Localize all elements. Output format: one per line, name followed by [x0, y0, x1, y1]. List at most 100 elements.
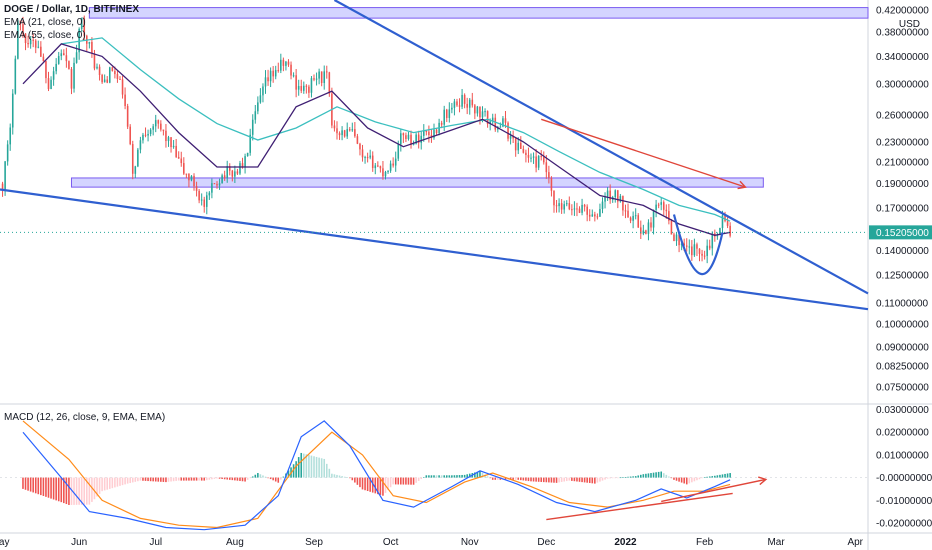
ema21-legend[interactable]: EMA (21, close, 0): [4, 17, 86, 28]
candle-body: [231, 170, 234, 177]
macd-histogram-bar: [190, 477, 193, 481]
candle-body: [27, 42, 29, 45]
macd-histogram-bar: [466, 474, 468, 478]
macd-histogram-bar: [673, 477, 675, 480]
candle-body: [320, 71, 323, 83]
resistance-zone-top: [88, 7, 869, 19]
candle-body: [522, 148, 525, 153]
candle-body: [494, 117, 497, 130]
candle-body: [387, 170, 389, 172]
candle-body: [451, 107, 453, 110]
macd-histogram-bar: [668, 476, 670, 478]
macd-histogram-bar: [504, 477, 507, 480]
macd-histogram-bar: [576, 477, 578, 482]
candle-body: [60, 53, 63, 57]
macd-histogram-bar: [60, 477, 63, 503]
candle-body: [108, 67, 111, 83]
candle-body: [287, 61, 290, 65]
candle-body: [269, 70, 272, 82]
candle-body: [407, 134, 410, 139]
macd-histogram-bar: [308, 454, 310, 478]
price-down-arrow-head: [737, 180, 747, 190]
macd-histogram-bar: [369, 477, 371, 492]
macd-histogram-bar: [142, 477, 144, 481]
candle-body: [609, 190, 611, 200]
candle-body: [583, 204, 586, 207]
macd-tick-label: -0.02000000: [876, 518, 932, 529]
candle-body: [343, 130, 346, 137]
macd-histogram-bar: [231, 477, 234, 481]
candle-body: [1, 183, 4, 191]
candle-body: [50, 79, 52, 89]
symbol-title[interactable]: DOGE / Dollar, 1D, BITFINEX: [4, 4, 140, 15]
macd-histogram-bar: [494, 477, 497, 480]
macd-legend[interactable]: MACD (12, 26, close, 9, EMA, EMA): [4, 412, 166, 423]
macd-tick-label: 0.02000000: [876, 428, 929, 439]
candle-body: [535, 156, 537, 168]
candle-body: [88, 41, 91, 44]
candle-body: [504, 118, 507, 123]
macd-histogram-bar: [650, 473, 652, 478]
candle-body: [400, 133, 402, 145]
macd-histogram-bar: [410, 477, 412, 485]
lower-trendline: [0, 188, 869, 311]
candle-body: [157, 120, 160, 124]
candle-body: [303, 85, 305, 91]
macd-histogram-bar: [420, 477, 423, 480]
macd-trendline: [546, 492, 733, 521]
macd-histogram-bar: [198, 477, 200, 481]
macd-histogram-bar: [211, 477, 213, 480]
candle-body: [560, 203, 563, 210]
candle-body: [614, 190, 617, 198]
candle-body: [152, 126, 154, 130]
ema55-legend[interactable]: EMA (55, close, 0): [4, 30, 86, 41]
candle-body: [532, 156, 535, 158]
candle-body: [172, 145, 175, 148]
candle-body: [75, 52, 78, 63]
candle-body: [325, 71, 328, 73]
macd-histogram-bar: [438, 475, 440, 478]
candle-body: [65, 55, 68, 62]
macd-histogram-bar: [101, 477, 103, 492]
candle-body: [359, 143, 361, 150]
macd-histogram-bar: [216, 477, 218, 479]
macd-histogram-bar: [435, 475, 438, 478]
time-tick-label: Jul: [149, 537, 162, 548]
macd-histogram-bar: [272, 477, 274, 481]
support-zone: [70, 177, 764, 188]
macd-histogram-bar: [336, 474, 338, 478]
candle-body: [170, 137, 172, 148]
macd-histogram-bar: [249, 477, 251, 479]
macd-histogram-bar: [126, 477, 129, 484]
ema55-line: [61, 37, 731, 222]
macd-histogram-bar: [134, 477, 137, 482]
candle-body: [632, 215, 634, 221]
macd-histogram-bar: [642, 474, 645, 478]
candle-body: [586, 206, 588, 215]
macd-histogram-bar: [200, 477, 203, 481]
candle-body: [9, 127, 12, 145]
candle-body: [208, 192, 211, 196]
candle-body: [486, 111, 489, 125]
macd-histogram-bar: [535, 477, 537, 482]
macd-histogram-bar: [563, 477, 565, 482]
candle-body: [328, 72, 331, 94]
candle-body: [216, 183, 218, 186]
macd-histogram-bar: [205, 477, 208, 481]
macd-histogram-bar: [678, 477, 680, 482]
macd-histogram-bar: [622, 477, 624, 478]
candle-body: [724, 215, 726, 222]
candle-body: [599, 209, 601, 217]
candle-body: [234, 171, 236, 177]
macd-histogram-bar: [489, 477, 491, 479]
macd-histogram-bar: [88, 477, 91, 505]
candle-body: [106, 79, 109, 83]
macd-histogram-bar: [509, 477, 512, 480]
macd-histogram-bar: [193, 477, 195, 481]
macd-histogram-bar: [601, 477, 604, 481]
macd-histogram-bar: [183, 477, 185, 481]
candle-body: [565, 203, 568, 205]
macd-histogram-bar: [522, 477, 525, 481]
macd-histogram-bar: [34, 477, 37, 494]
